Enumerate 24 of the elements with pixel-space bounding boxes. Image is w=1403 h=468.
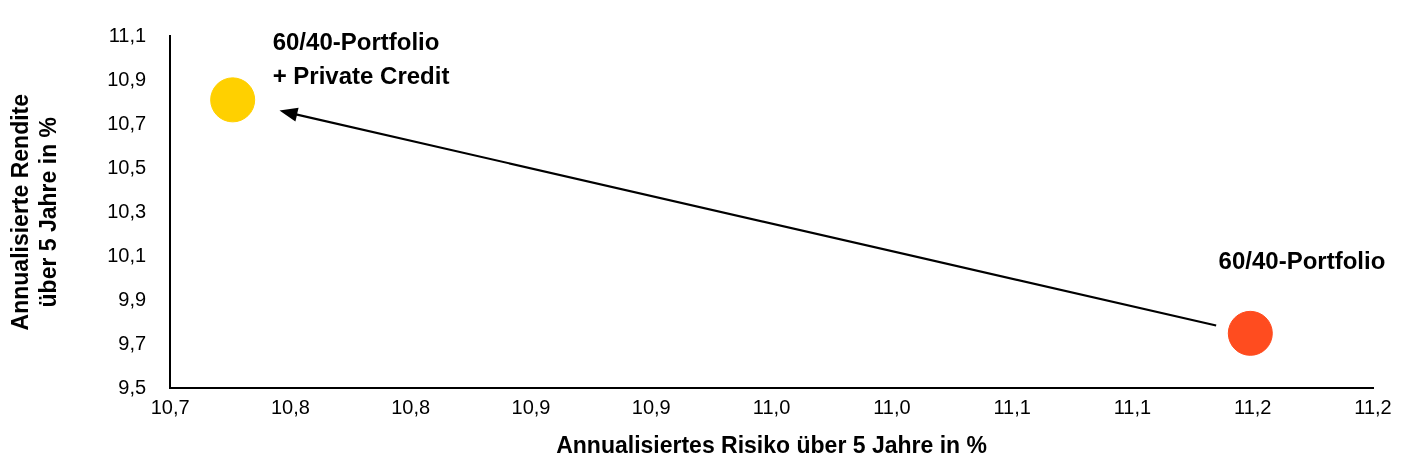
y-tick-label: 10,9	[107, 67, 147, 90]
y-tick-label: 11,1	[108, 23, 147, 46]
x-tick-label: 11,1	[993, 395, 1031, 418]
y-tick-label: 9,7	[118, 331, 147, 354]
x-tick-label: 10,8	[391, 395, 431, 418]
y-tick-label: 9,9	[118, 287, 147, 310]
y-tick-label: 10,3	[107, 199, 147, 222]
x-tick-label: 11,2	[1354, 395, 1392, 418]
annotation: 60/40-Portfolio	[1218, 247, 1386, 275]
y-tick-label: 10,7	[107, 111, 147, 134]
x-tick-label: 10,9	[631, 395, 671, 418]
x-tick-label: 11,2	[1233, 395, 1272, 418]
x-tick-label: 11,0	[873, 395, 911, 418]
annotation: 60/40-Portfolio + Private Credit	[272, 27, 450, 89]
y-tick-label: 9,5	[118, 375, 147, 398]
y-tick-label: 10,5	[107, 155, 147, 178]
y-axis-title: Annualisierte Rendite über 5 Jahre in %	[7, 93, 61, 331]
x-tick-label: 11,0	[752, 395, 791, 418]
x-tick-label: 10,7	[150, 395, 190, 418]
y-tick-label: 10,1	[107, 243, 147, 266]
x-tick-label: 10,9	[511, 395, 551, 418]
x-tick-label: 11,1	[1113, 395, 1152, 418]
x-axis-title: Annualisiertes Risiko über 5 Jahre in %	[556, 431, 987, 458]
x-tick-label: 10,8	[270, 395, 310, 418]
